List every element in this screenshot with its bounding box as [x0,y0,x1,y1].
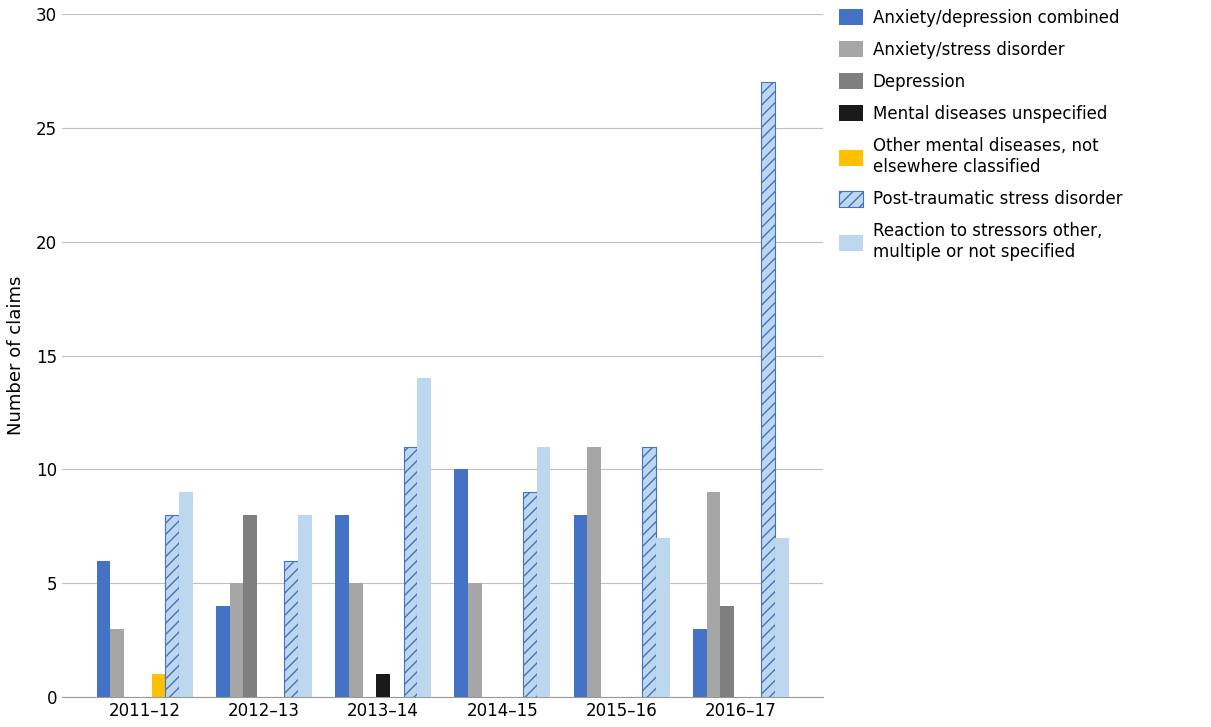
Bar [216,606,230,697]
Bar [151,675,165,697]
Bar [656,538,670,697]
Bar [721,606,734,697]
Bar [587,446,601,697]
Bar [97,561,110,697]
Bar [642,446,656,697]
Legend: Anxiety/depression combined, Anxiety/stress disorder, Depression, Mental disease: Anxiety/depression combined, Anxiety/str… [839,9,1123,261]
Bar [523,492,536,697]
Bar [165,515,179,697]
Bar [706,492,721,697]
Bar [285,561,298,697]
Bar [335,515,349,697]
Bar [469,583,482,697]
Bar [349,583,362,697]
Bar [536,446,550,697]
Bar [762,82,775,697]
Bar [418,378,431,697]
Bar [574,515,587,697]
Bar [403,446,418,697]
Bar [110,629,124,697]
Bar [454,470,469,697]
Bar [693,629,706,697]
Bar [230,583,243,697]
Bar [243,515,257,697]
Bar [377,675,390,697]
Bar [775,538,788,697]
Bar [298,515,312,697]
Bar [179,492,193,697]
Y-axis label: Number of claims: Number of claims [7,276,25,435]
